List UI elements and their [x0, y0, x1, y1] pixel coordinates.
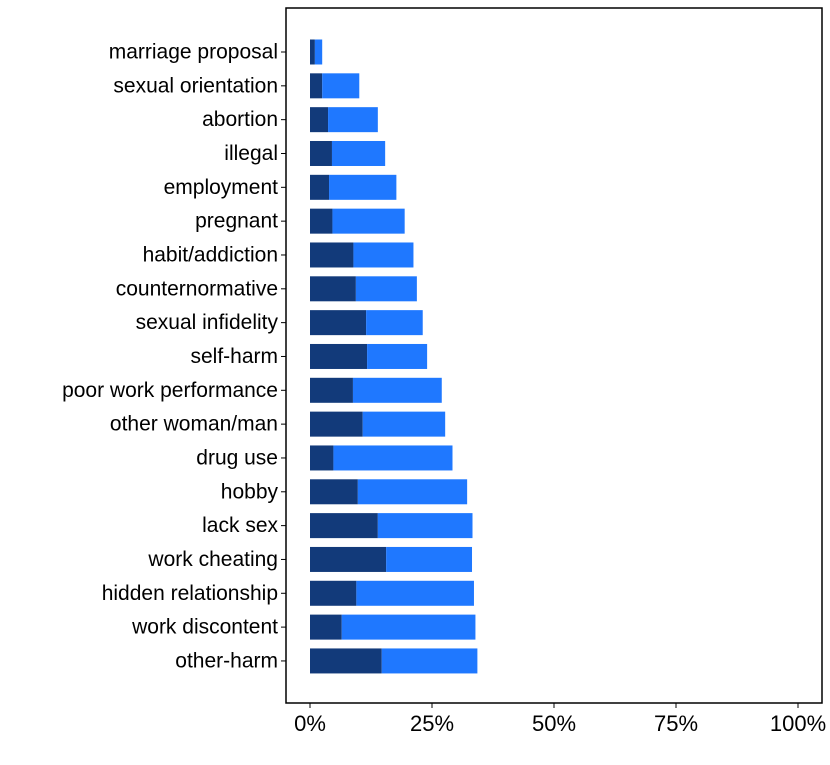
bar-segment-2-17 — [356, 580, 474, 606]
category-label: sexual infidelity — [136, 311, 279, 334]
x-tick-label: 100% — [770, 711, 826, 736]
category-label: other-harm — [175, 649, 278, 672]
bar-segment-2-14 — [357, 479, 468, 505]
bar-segment-2-1 — [314, 39, 323, 65]
x-tick-label: 25% — [410, 711, 454, 736]
bar-segment-2-16 — [386, 546, 473, 572]
category-label: work cheating — [147, 548, 278, 571]
bar-segment-2-10 — [367, 343, 428, 369]
bar-segment-1-7 — [310, 242, 354, 268]
bar-segment-2-13 — [333, 445, 453, 471]
category-label: lack sex — [202, 514, 278, 537]
bar-segment-1-3 — [310, 107, 329, 133]
bar-segment-2-6 — [332, 208, 405, 234]
category-label: hidden relationship — [102, 582, 278, 605]
category-label: illegal — [224, 142, 278, 165]
category-label: other woman/man — [110, 413, 278, 436]
category-label: hobby — [221, 480, 279, 503]
bar-segment-1-11 — [310, 377, 353, 403]
x-tick-label: 75% — [654, 711, 698, 736]
category-label: habit/addiction — [143, 243, 278, 266]
bar-segment-2-19 — [381, 648, 478, 674]
bar-segment-1-16 — [310, 546, 387, 572]
bar-segment-2-18 — [341, 614, 476, 640]
bar-segment-1-14 — [310, 479, 358, 505]
category-label: work discontent — [131, 616, 278, 639]
bar-segment-1-4 — [310, 140, 332, 166]
x-tick-label: 50% — [532, 711, 576, 736]
bar-segment-1-5 — [310, 174, 330, 200]
bar-segment-1-12 — [310, 411, 363, 437]
bar-segment-2-9 — [366, 310, 423, 336]
bar-segment-1-2 — [310, 73, 323, 99]
bar-segment-1-19 — [310, 648, 382, 674]
category-label: self-harm — [190, 345, 278, 368]
category-label: abortion — [202, 108, 278, 131]
category-label: drug use — [196, 446, 278, 469]
category-label: marriage proposal — [109, 41, 278, 64]
bar-segment-1-15 — [310, 513, 378, 539]
bar-segment-2-8 — [355, 276, 417, 302]
bar-segment-1-18 — [310, 614, 342, 640]
bar-segment-2-5 — [329, 174, 397, 200]
bar-segment-2-2 — [322, 73, 360, 99]
bar-segment-2-15 — [377, 513, 473, 539]
x-tick-label: 0% — [294, 711, 326, 736]
bar-segment-2-3 — [328, 107, 378, 133]
category-label: poor work performance — [62, 379, 278, 402]
bar-segment-2-4 — [331, 140, 386, 166]
bar-segment-2-7 — [353, 242, 414, 268]
bar-segment-1-6 — [310, 208, 333, 234]
bar-segment-1-9 — [310, 310, 367, 336]
bar-segment-1-13 — [310, 445, 334, 471]
bar-segment-1-1 — [310, 39, 315, 65]
bar-segment-2-12 — [362, 411, 446, 437]
bar-segment-1-8 — [310, 276, 356, 302]
bar-segment-1-17 — [310, 580, 357, 606]
category-label: counternormative — [116, 277, 278, 300]
category-label: employment — [164, 176, 279, 199]
bar-segment-2-11 — [352, 377, 442, 403]
category-label: sexual orientation — [113, 74, 278, 97]
bar-segment-1-10 — [310, 343, 368, 369]
category-label: pregnant — [195, 210, 278, 233]
